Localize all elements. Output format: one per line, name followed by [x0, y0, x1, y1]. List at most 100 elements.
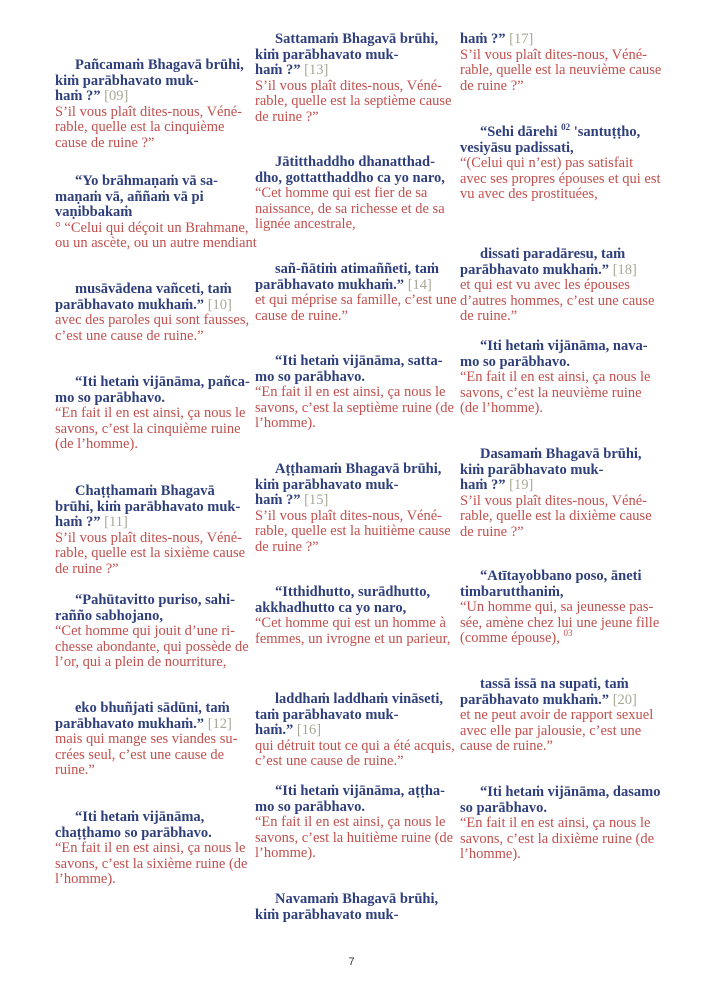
pali-line: “Iti hetaṁ vijānāma, [75, 809, 205, 825]
pali-line: Pañcamaṁ Bhagavā brūhi, [75, 57, 244, 73]
french-translation-line: femmes, un ivrogne et un parieur, [255, 630, 451, 647]
pali-line: haṁ ?” [17] [460, 31, 534, 47]
verse-block: Pañcamaṁ Bhagavā brūhi, kiṁ parābhavato m… [55, 57, 244, 152]
pali-line: kiṁ parābhavato muk- [255, 46, 399, 63]
verse-reference: [11] [104, 514, 128, 531]
pali-line: rañño sabhojano, [55, 607, 163, 624]
verse-block: musāvādena vañceti, taṁ parābhavato mukha… [55, 281, 249, 344]
french-translation-line: “En fait il en est ainsi, ça nous le [255, 814, 446, 831]
pali-line: “Iti hetaṁ vijānāma, aṭṭha- [275, 783, 445, 799]
pali-line: “Iti hetaṁ vijānāma, pañca- [75, 374, 250, 390]
pali-line: so parābhavo. [460, 799, 548, 816]
pali-line: mo so parābhavo. [55, 389, 165, 406]
pali-line: mo so parābhavo. [460, 353, 570, 370]
verse-block: “Yo brāhmaṇaṁ vā sa-maṇaṁ vā, aññaṁ vā p… [55, 173, 257, 252]
pali-line: parābhavato mukhaṁ.” [14] [255, 276, 432, 293]
french-translation-line: mais qui mange ses viandes su- [55, 731, 238, 748]
french-translation-line: (de l’homme). [460, 400, 543, 417]
french-translation-line: l’homme). [255, 845, 316, 862]
verse-reference: [15] [304, 492, 329, 509]
verse-block: “Itthidhutto, surādhutto, akkhadhutto ca … [255, 584, 451, 647]
french-translation-line: et qui est vu avec les épouses [460, 277, 630, 294]
footnote-marker: 02 [561, 122, 571, 132]
pali-line: maṇaṁ vā, aññaṁ vā pi [55, 188, 204, 205]
french-translation-line: sée, amène chez lui une jeune fille [460, 614, 660, 631]
pali-line: parābhavato mukhaṁ.” [18] [460, 261, 637, 278]
pali-line: haṁ ?” [15] [255, 492, 329, 509]
french-translation-line: S’il vous plaît dites-nous, Véné- [55, 103, 243, 120]
pali-line: “Pahūtavitto puriso, sahi- [75, 592, 235, 608]
french-translation-line: cause de ruine.” [255, 307, 348, 324]
pali-line: “Iti hetaṁ vijānāma, satta- [275, 353, 443, 369]
verse-block: “Iti hetaṁ vijānāma, satta-mo so parābha… [255, 353, 454, 432]
verse-block: “Iti hetaṁ vijānāma, aṭṭha-mo so parābha… [255, 783, 453, 862]
pali-line: “Itthidhutto, surādhutto, [275, 584, 431, 600]
pali-line: Navamaṁ Bhagavā brūhi, [275, 891, 439, 907]
verse-reference: [12] [207, 715, 232, 732]
french-translation-line: de ruine ?” [255, 108, 319, 125]
footnote-marker: 03 [563, 628, 573, 639]
verse-block: “Atītayobbano poso, āneti timbarutthaniṁ,… [460, 568, 660, 647]
pali-line: “Atītayobbano poso, āneti [480, 568, 642, 584]
french-translation-line: S’il vous plaît dites-nous, Véné- [255, 77, 443, 94]
pali-line: sañ-ñātiṁ atimaññeti, taṁ [275, 261, 439, 277]
verse-reference: [19] [509, 477, 534, 494]
french-translation-line: (comme épouse), 03 [460, 628, 573, 647]
french-translation-line: chesse abondante, qui possède de [55, 638, 249, 655]
pali-line: kiṁ parābhavato muk- [255, 476, 399, 493]
french-translation-line: naissance, de sa richesse et de sa [255, 200, 445, 217]
french-translation-line: d’autres hommes, c’est une cause [460, 292, 655, 309]
french-translation-line: savons, c’est la dixième ruine (de [460, 830, 655, 847]
pali-line: brūhi, kiṁ parābhavato muk- [55, 498, 241, 515]
french-translation-line: de ruine ?” [460, 523, 524, 540]
pali-line: akkhadhutto ca yo naro, [255, 599, 407, 616]
french-translation-line: ° “Celui qui déçoit un Brahmane, [55, 219, 249, 236]
pali-line: dho, gottatthaddho ca yo naro, [255, 169, 445, 186]
verse-block: eko bhuñjati sādūni, taṁ parābhavato mukh… [55, 700, 238, 779]
pali-line: haṁ ?” [11] [55, 514, 128, 531]
pali-line: “Iti hetaṁ vijānāma, nava- [480, 338, 648, 354]
pali-line: Jātitthaddho dhanatthad- [275, 154, 435, 170]
pali-line: vesiyāsu padissati, [460, 139, 574, 156]
verse-block: dissati paradāresu, taṁ parābhavato mukha… [460, 246, 655, 325]
french-translation-line: de ruine ?” [255, 538, 319, 555]
verse-block: Dasamaṁ Bhagavā brūhi, kiṁ parābhavato mu… [460, 446, 652, 541]
verse-block: “Iti hetaṁ vijānāma, nava-mo so parābhav… [460, 338, 650, 417]
pali-line: Aṭṭhamaṁ Bhagavā brūhi, [275, 461, 442, 477]
french-translation-line: “Cet homme qui jouit d’une ri- [55, 623, 236, 640]
page-number: 7 [348, 956, 355, 968]
french-translation-line: l’homme). [460, 846, 521, 863]
verse-block: sañ-ñātiṁ atimaññeti, taṁ parābhavato muk… [255, 261, 457, 324]
verse-block: “Pahūtavitto puriso, sahi-rañño sabhojan… [55, 592, 249, 671]
verse-reference: [09] [104, 88, 129, 105]
verse-block: “Iti hetaṁ vijānāma, pañca-mo so parābha… [55, 374, 250, 453]
pali-line: kiṁ parābhavato muk- [55, 72, 199, 89]
pali-line: haṁ ?” [09] [55, 88, 129, 105]
french-translation-line: c’est une cause de ruine.” [255, 753, 404, 770]
french-translation-line: “(Celui qui n’est) pas satisfait [460, 155, 634, 172]
verse-block: Navamaṁ Bhagavā brūhi, kiṁ parābhavato mu… [255, 891, 439, 923]
pali-line: kiṁ parābhavato muk- [460, 461, 604, 478]
french-translation-line: de ruine ?” [460, 77, 524, 94]
pali-line: vaṇibbakaṁ [55, 204, 133, 221]
verse-block: “Sehi dārehi 02 'santuṭṭho, vesiyāsu padi… [460, 122, 661, 203]
pali-line: “Yo brāhmaṇaṁ vā sa- [75, 173, 218, 189]
verse-reference: [13] [304, 62, 329, 79]
pali-line: timbarutthaniṁ, [460, 583, 564, 600]
french-translation-line: (de l’homme). [55, 436, 138, 453]
french-translation-line: S’il vous plaît dites-nous, Véné- [460, 46, 648, 63]
pali-line: “Iti hetaṁ vijānāma, dasamo [480, 784, 661, 800]
french-translation-line: rable, quelle est la cinquième [55, 119, 225, 136]
pali-line: musāvādena vañceti, taṁ [75, 281, 232, 297]
french-translation-line: “Cet homme qui est fier de sa [255, 185, 428, 202]
french-translation-line: crées seul, c’est une cause de [55, 746, 225, 763]
verse-reference: [20] [612, 691, 637, 708]
french-translation-line: et ne peut avoir de rapport sexuel [460, 707, 654, 724]
french-translation-line: de ruine ?” [55, 560, 119, 577]
french-translation-line: qui détruit tout ce qui a été acquis, [255, 737, 455, 754]
pali-line: laddhaṁ laddhaṁ vināseti, [275, 691, 444, 707]
french-translation-line: S’il vous plaît dites-nous, Véné- [460, 492, 648, 509]
pali-line: parābhavato mukhaṁ.” [10] [55, 296, 232, 313]
verse-block: laddhaṁ laddhaṁ vināseti, taṁ parābhavato… [255, 691, 455, 770]
verse-block: Jātitthaddho dhanatthad-dho, gottatthadd… [255, 154, 445, 233]
